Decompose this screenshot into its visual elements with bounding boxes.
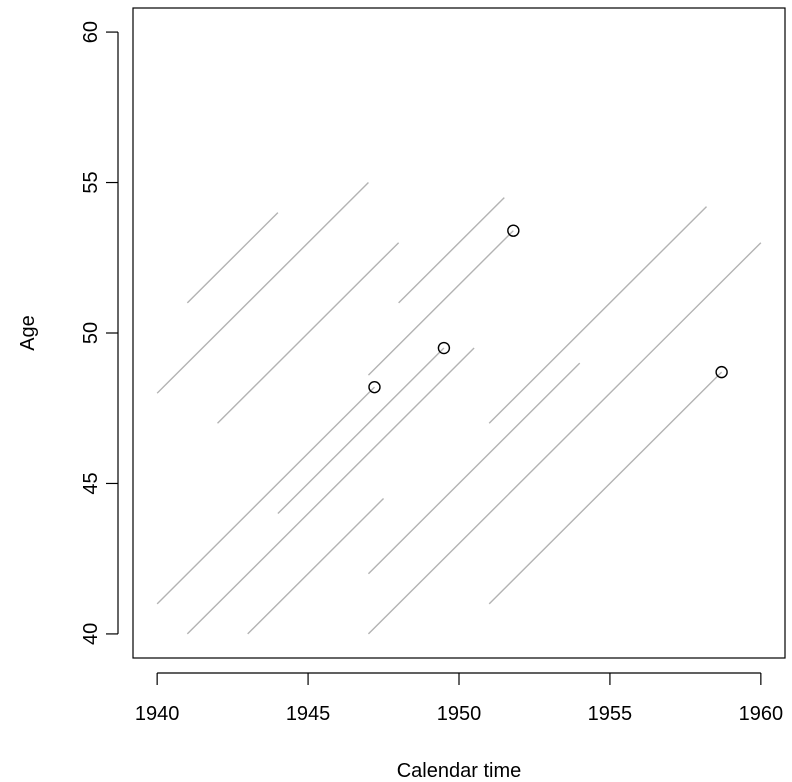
x-tick-label: 1955 — [588, 703, 633, 725]
y-tick-label: 60 — [80, 21, 102, 43]
y-axis-label: Age — [17, 315, 39, 351]
x-axis: 1940 1945 1950 1955 1960 — [135, 672, 784, 725]
event-point-3 — [507, 224, 520, 237]
events-group — [368, 224, 728, 394]
x-axis-label: Calendar time — [397, 760, 522, 782]
event-point-2 — [437, 341, 451, 355]
y-axis: 40 45 50 55 60 — [80, 21, 119, 645]
lifeline-4 — [398, 197, 505, 304]
y-tick-label: 55 — [80, 171, 102, 193]
lifeline-6 — [156, 386, 375, 605]
lifeline-2 — [156, 182, 369, 394]
x-tick-label: 1945 — [286, 703, 331, 725]
plot-box — [132, 7, 786, 659]
lifeline-13 — [488, 371, 723, 605]
y-tick-label: 40 — [80, 623, 102, 645]
lifeline-10 — [367, 362, 581, 575]
lifeline-12 — [488, 206, 708, 424]
lifeline-11 — [367, 242, 762, 635]
y-tick-label: 45 — [80, 472, 102, 494]
lifeline-9 — [247, 498, 385, 635]
lifeline-7 — [277, 347, 445, 515]
lifeline-5 — [367, 230, 514, 376]
lifeline-3 — [217, 242, 400, 424]
x-tick-label: 1950 — [437, 703, 482, 725]
lifelines-group — [156, 182, 762, 635]
x-tick-label: 1960 — [739, 703, 784, 725]
lifeline-1 — [186, 212, 279, 304]
y-tick-label: 50 — [80, 322, 102, 344]
event-point-1 — [368, 380, 381, 394]
x-tick-label: 1940 — [135, 703, 180, 725]
event-point-4 — [715, 365, 728, 379]
lifeline-8 — [186, 347, 475, 635]
